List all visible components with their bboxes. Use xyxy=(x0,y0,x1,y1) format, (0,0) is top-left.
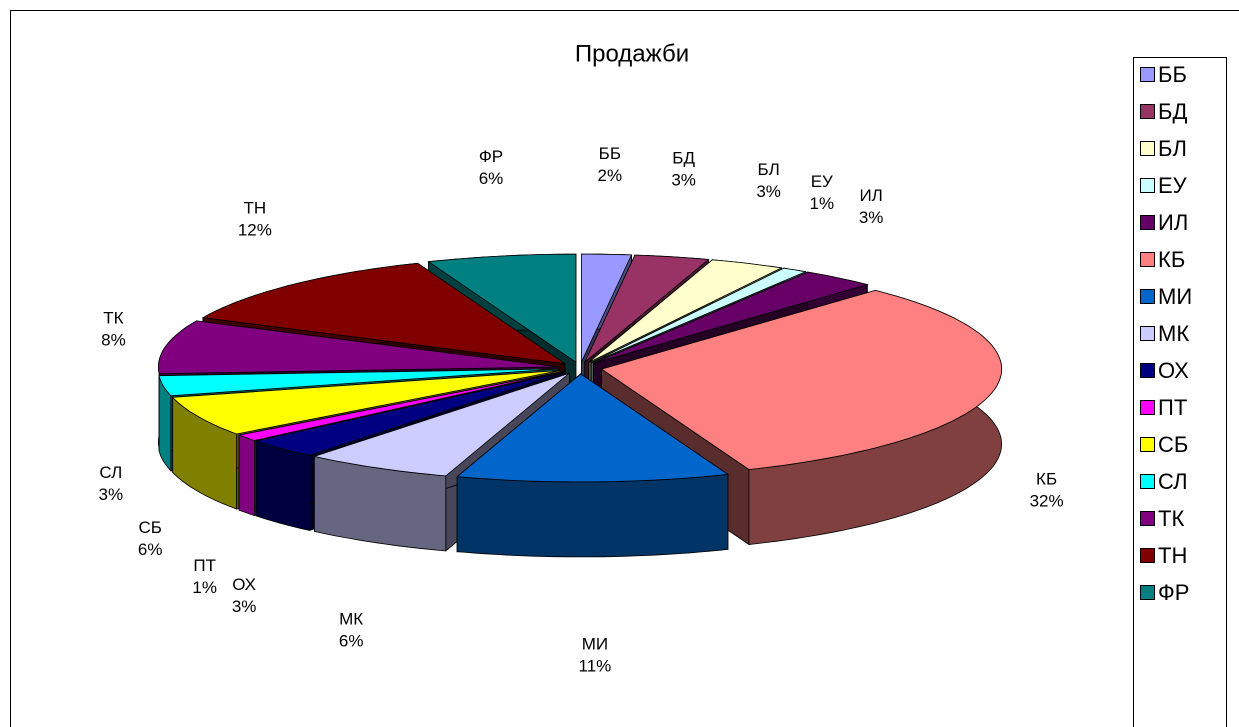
legend-swatch xyxy=(1140,289,1155,304)
slice xyxy=(584,254,710,363)
data-label-name: ТН xyxy=(244,199,267,218)
legend-swatch xyxy=(1140,67,1155,82)
legend-swatch xyxy=(1140,511,1155,526)
legend-swatch xyxy=(1140,548,1155,563)
chart-title: Продажби xyxy=(575,40,689,67)
data-label-name: ФР xyxy=(479,147,503,166)
legend-swatch xyxy=(1140,326,1155,341)
legend-label: БЛ xyxy=(1158,136,1187,161)
data-label-name: МК xyxy=(339,609,363,628)
slice xyxy=(254,371,565,456)
slice xyxy=(581,253,633,363)
slice-side xyxy=(238,434,255,517)
legend-label: МИ xyxy=(1158,284,1192,309)
data-label-name: ЕУ xyxy=(811,172,833,191)
data-label: 6% xyxy=(479,169,504,188)
slice xyxy=(158,320,559,375)
data-label-name: МИ xyxy=(582,634,608,653)
legend-swatch xyxy=(1140,400,1155,415)
data-label-name: КБ xyxy=(1036,470,1057,489)
slice xyxy=(312,372,570,477)
legend-label: ЕУ xyxy=(1158,173,1188,198)
data-label-name: ИЛ xyxy=(859,186,882,205)
legend-box xyxy=(1133,57,1227,727)
pie: ББ 2% БД 3% БЛ 3% ЕУ 1% ИЛ 3% КБ 32% МИ 11% МК 6% ОХ 3% ПТ… xyxy=(99,144,1064,675)
data-label: 6% xyxy=(339,631,364,650)
legend-label: СЛ xyxy=(1158,469,1188,494)
legend-swatch xyxy=(1140,363,1155,378)
legend: ББ БД БЛ ЕУ ИЛ КБ МИ МК ОХ ПТ СБ СЛ ТК ТН ФР xyxy=(1140,62,1192,605)
slice xyxy=(237,371,563,441)
data-label: 3% xyxy=(859,208,884,227)
data-label: 1% xyxy=(192,578,217,597)
slice xyxy=(427,253,577,363)
legend-label: ОХ xyxy=(1158,358,1189,383)
legend-swatch xyxy=(1140,252,1155,267)
slice-side xyxy=(255,440,310,531)
legend-label: ИЛ xyxy=(1158,210,1188,235)
legend-label: ТН xyxy=(1158,543,1187,568)
legend-swatch xyxy=(1140,437,1155,452)
slice xyxy=(158,368,559,397)
legend-label: ПТ xyxy=(1158,395,1187,420)
data-label: 1% xyxy=(810,194,835,213)
legend-swatch xyxy=(1140,104,1155,119)
slice xyxy=(171,370,561,435)
slice-side xyxy=(456,473,729,558)
data-label-name: ТК xyxy=(103,308,123,327)
legend-swatch xyxy=(1140,585,1155,600)
legend-label: ББ xyxy=(1158,62,1187,87)
slice xyxy=(588,259,783,363)
data-label: 11% xyxy=(579,656,612,675)
legend-label: МК xyxy=(1158,321,1189,346)
data-label-name: ПТ xyxy=(193,556,216,575)
legend-label: БД xyxy=(1158,99,1187,124)
data-label: 32% xyxy=(1030,492,1064,511)
data-label: 2% xyxy=(598,166,623,185)
data-label: 12% xyxy=(238,221,272,240)
data-label: 6% xyxy=(138,540,163,559)
data-label-name: ББ xyxy=(599,144,621,163)
slice xyxy=(591,267,807,364)
data-label-name: СЛ xyxy=(99,463,122,482)
slice xyxy=(456,373,730,483)
legend-swatch xyxy=(1140,215,1155,230)
slice xyxy=(600,289,1003,470)
legend-label: СБ xyxy=(1158,432,1188,457)
data-label-name: ОХ xyxy=(232,575,256,594)
legend-label: ФР xyxy=(1158,580,1189,605)
legend-label: КБ xyxy=(1158,247,1185,272)
data-label-name: СБ xyxy=(138,518,161,537)
data-label: 3% xyxy=(99,485,124,504)
legend-label: ТК xyxy=(1158,506,1184,531)
slice xyxy=(593,271,869,364)
data-label-name: БЛ xyxy=(757,160,779,179)
data-label: 3% xyxy=(671,170,696,189)
data-label-name: БД xyxy=(672,148,695,167)
data-label: 3% xyxy=(756,182,781,201)
legend-swatch xyxy=(1140,141,1155,156)
legend-swatch xyxy=(1140,178,1155,193)
slice xyxy=(201,262,566,365)
data-label: 8% xyxy=(101,330,126,349)
data-label: 3% xyxy=(232,597,257,616)
legend-swatch xyxy=(1140,474,1155,489)
